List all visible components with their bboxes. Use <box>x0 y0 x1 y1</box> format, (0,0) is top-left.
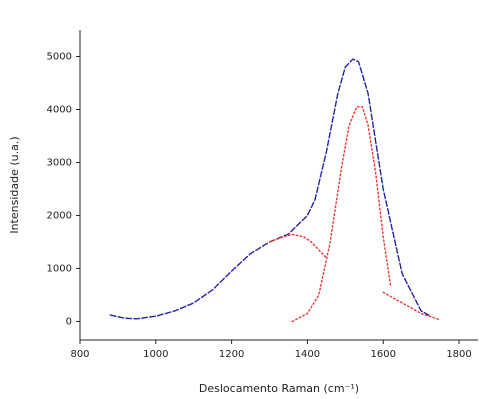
x-tick-label: 1200 <box>219 349 244 360</box>
x-ticks: 800 1000 1200 1400 1600 1800 <box>70 340 472 360</box>
y-tick-label: 1000 <box>47 263 72 274</box>
x-axis-title: Deslocamento Raman (cm⁻¹) <box>199 382 359 395</box>
y-axis-title: Intensidade (u.a.) <box>8 136 21 233</box>
series-line-0 <box>109 58 430 320</box>
y-tick-label: 4000 <box>47 104 72 115</box>
y-tick-label: 0 <box>66 316 72 327</box>
series-layer <box>109 58 441 323</box>
series-line-2 <box>268 233 328 259</box>
x-tick-label: 800 <box>70 349 89 360</box>
series-line-3 <box>291 106 392 323</box>
x-tick-label: 1800 <box>446 349 471 360</box>
series-line-1 <box>109 58 430 320</box>
y-tick-label: 2000 <box>47 210 72 221</box>
y-ticks: 0 1000 2000 3000 4000 5000 <box>47 51 80 327</box>
y-tick-label: 5000 <box>47 51 72 62</box>
plot-frame <box>79 30 478 341</box>
y-tick-label: 3000 <box>47 157 72 168</box>
x-tick-label: 1000 <box>143 349 168 360</box>
series-line-4 <box>382 291 441 321</box>
x-tick-label: 1600 <box>371 349 396 360</box>
x-tick-label: 1400 <box>295 349 320 360</box>
